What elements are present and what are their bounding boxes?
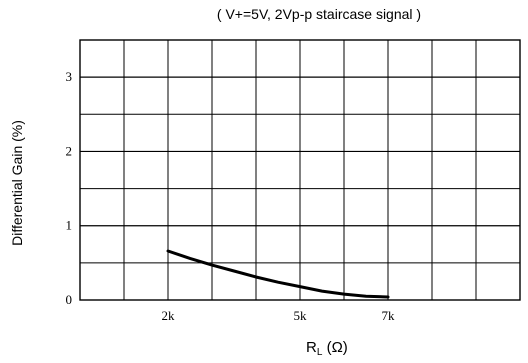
y-tick-label: 1 [66, 218, 73, 233]
series-line [166, 249, 390, 299]
y-tick-label: 2 [66, 143, 73, 158]
y-axis-label: Differential Gain (%) [9, 120, 25, 246]
y-tick-label: 3 [66, 69, 73, 84]
x-tick-label: 2k [162, 308, 176, 323]
plot-frame [79, 39, 521, 301]
x-tick-label: 7k [382, 308, 396, 323]
plot-grid [80, 40, 520, 300]
x-axis-label-unit: (Ω) [322, 339, 347, 356]
y-tick-labels: 0 1 2 3 [66, 69, 73, 307]
x-tick-labels: 2k 5k 7k [162, 308, 396, 323]
chart-title: ( V+=5V, 2Vp-p staircase signal ) [217, 6, 421, 22]
y-tick-label: 0 [66, 292, 73, 307]
x-axis-label: RL (Ω) [306, 339, 348, 358]
x-axis-label-main: R [306, 339, 317, 356]
x-tick-label: 5k [294, 308, 308, 323]
x-axis-label-subscript: L [317, 347, 323, 358]
